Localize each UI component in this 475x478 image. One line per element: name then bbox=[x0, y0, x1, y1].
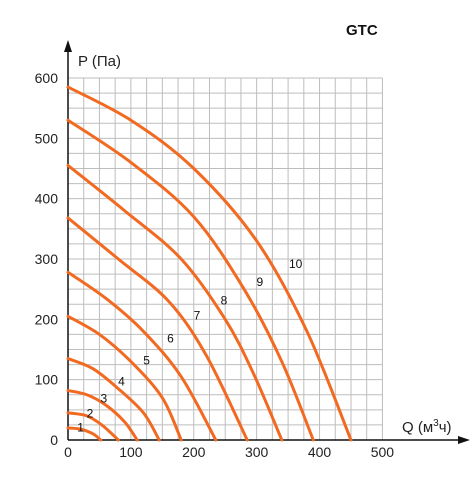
y-tick-label: 0 bbox=[50, 432, 58, 448]
x-axis-title-prefix: Q (м bbox=[402, 419, 433, 436]
curves bbox=[66, 85, 353, 442]
chart-title: GTC bbox=[346, 22, 378, 39]
y-axis-arrow bbox=[64, 40, 72, 52]
curve-2 bbox=[66, 411, 120, 442]
curve-5 bbox=[66, 314, 183, 442]
y-tick-label: 300 bbox=[35, 251, 59, 267]
x-axis-title: Q (м3ч) bbox=[402, 418, 452, 436]
x-tick-label: 300 bbox=[245, 444, 269, 460]
x-tick-label: 500 bbox=[371, 444, 395, 460]
curve-label-10: 10 bbox=[289, 257, 303, 271]
x-axis-title-suffix: ч) bbox=[439, 419, 452, 436]
x-tick-label: 100 bbox=[119, 444, 143, 460]
y-tick-label: 500 bbox=[35, 130, 59, 146]
axes bbox=[64, 40, 470, 444]
curve-label-4: 4 bbox=[118, 375, 125, 389]
y-tick-label: 600 bbox=[35, 70, 59, 86]
curve-10 bbox=[66, 85, 353, 442]
y-tick-label: 400 bbox=[35, 191, 59, 207]
curve-4 bbox=[66, 357, 161, 442]
x-axis-title-sup: 3 bbox=[433, 418, 439, 429]
curve-label-7: 7 bbox=[194, 308, 201, 322]
curve-label-3: 3 bbox=[101, 392, 108, 406]
curve-3 bbox=[66, 389, 139, 442]
curve-label-9: 9 bbox=[256, 275, 263, 289]
y-axis-title: P (Па) bbox=[78, 53, 121, 70]
curve-1 bbox=[66, 426, 103, 442]
curve-8 bbox=[66, 163, 284, 442]
curve-9 bbox=[66, 118, 315, 442]
curve-label-8: 8 bbox=[221, 293, 228, 307]
curve-label-1: 1 bbox=[77, 421, 84, 435]
y-tick-labels: 0 100 200 300 400 500 600 bbox=[35, 70, 59, 448]
curve-label-6: 6 bbox=[167, 331, 174, 345]
curve-label-2: 2 bbox=[87, 407, 94, 421]
curve-6 bbox=[66, 270, 218, 442]
x-tick-label: 200 bbox=[182, 444, 206, 460]
x-tick-labels: 0 100 200 300 400 500 bbox=[64, 444, 394, 460]
x-tick-label: 0 bbox=[64, 444, 72, 460]
curve-label-5: 5 bbox=[143, 354, 150, 368]
curve-7 bbox=[66, 216, 249, 442]
x-axis-arrow bbox=[458, 436, 470, 444]
x-tick-label: 400 bbox=[308, 444, 332, 460]
y-tick-label: 200 bbox=[35, 311, 59, 327]
y-tick-label: 100 bbox=[35, 372, 59, 388]
